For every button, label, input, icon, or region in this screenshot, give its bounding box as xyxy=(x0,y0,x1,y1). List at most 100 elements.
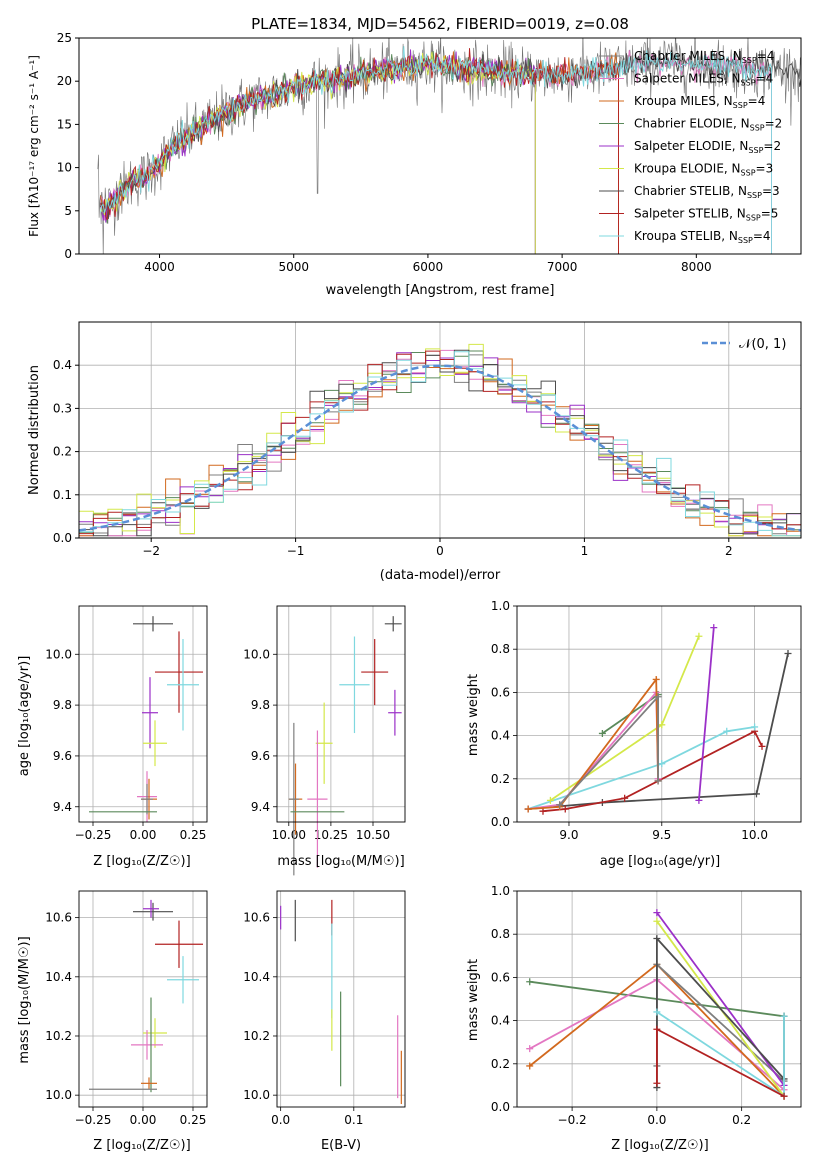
mw-marker xyxy=(653,935,661,943)
massweight_vs_Z-frame xyxy=(516,890,802,1108)
mw-marker xyxy=(653,917,661,925)
y-tick-label: 9.6 xyxy=(53,749,72,763)
mw-marker xyxy=(695,796,703,804)
mw-marker xyxy=(653,1025,661,1033)
y-tick-label: 0.1 xyxy=(53,488,72,502)
mw-line-3 xyxy=(698,627,715,801)
legend-subscript: SSP xyxy=(738,236,753,245)
y-tick-label: 0.0 xyxy=(491,1100,510,1114)
legend-count: =2 xyxy=(765,117,783,131)
y-tick-label: 0.6 xyxy=(491,685,510,699)
histogram-axes: −2 −1 0 1 2 0.0 0.1 0.2 0.3 0.4 xyxy=(53,321,802,558)
y-tick-label: 0.2 xyxy=(53,445,72,459)
x-tick-label: 10.25 xyxy=(314,828,348,842)
y-tick-label: 1.0 xyxy=(491,599,510,613)
x-tick-label: 0.0 xyxy=(271,1113,290,1127)
legend-text: Chabrier MILES, N xyxy=(634,49,742,63)
spectrum-series-group xyxy=(97,38,801,254)
x-tick-label: 0.25 xyxy=(180,828,207,842)
mass-z-xlabel: Z [log₁₀(Z/Z☉)] xyxy=(93,1138,190,1153)
age_vs_Z-axes: −0.25 0.00 0.25 9.4 9.6 9.8 10.0 xyxy=(45,606,207,842)
y-tick-label: 0.4 xyxy=(53,358,72,372)
legend-subscript: SSP xyxy=(733,101,748,110)
x-tick-label: 5000 xyxy=(278,260,309,274)
y-tick-label: 9.4 xyxy=(53,800,72,814)
figure-title: PLATE=1834, MJD=54562, FIBERID=0019, z=0… xyxy=(251,15,629,33)
histogram-frame xyxy=(78,321,802,539)
mass_vs_EBV-frame xyxy=(276,890,406,1108)
x-tick-label: 6000 xyxy=(413,260,444,274)
mass_vs_EBV-axes: 0.0 0.1 10.0 10.2 10.4 10.6 xyxy=(243,891,405,1127)
legend-entry-4: Salpeter ELODIE, NSSP=2 xyxy=(634,139,781,155)
spectrum-axes: 4000 5000 6000 7000 8000 0 5 10 15 20 25 xyxy=(57,31,802,274)
mw-marker xyxy=(524,805,532,813)
spectrum-xlabel: wavelength [Angstrom, rest frame] xyxy=(326,283,555,298)
legend-subscript: SSP xyxy=(747,191,762,200)
legend-entry-8: Kroupa STELIB, NSSP=4 xyxy=(634,229,771,245)
y-tick-label: 0.4 xyxy=(491,1014,510,1028)
legend-entry-7: Salpeter STELIB, NSSP=5 xyxy=(634,207,778,223)
x-tick-label: 10.00 xyxy=(272,828,306,842)
y-tick-label: 0 xyxy=(64,247,72,261)
y-tick-label: 15 xyxy=(57,117,72,131)
age-ylabel: age [log₁₀(age/yr)] xyxy=(17,656,32,777)
model-line-8 xyxy=(100,46,772,254)
x-tick-label: 0.0 xyxy=(647,1113,666,1127)
y-tick-label: 0.4 xyxy=(491,729,510,743)
legend-count: =2 xyxy=(763,139,781,153)
mass-vs-metallicity-panel: −0.25 0.00 0.25 10.0 10.2 10.4 10.6 xyxy=(45,890,208,1127)
legend-entry-0: Chabrier MILES, NSSP=4 xyxy=(634,49,774,65)
legend-subscript: SSP xyxy=(748,146,763,155)
y-tick-label: 0.0 xyxy=(491,815,510,829)
mw-line-7 xyxy=(528,676,659,810)
mw-marker xyxy=(654,693,662,701)
mass-vs-ebv-panel: 0.0 0.1 10.0 10.2 10.4 10.6 xyxy=(243,890,406,1127)
massweight_vs_Z-axes: −0.2 0.0 0.2 0.0 0.2 0.4 0.6 0.8 1.0 xyxy=(491,884,801,1127)
mw-marker xyxy=(526,1062,534,1070)
mw-marker xyxy=(658,721,666,729)
legend-text: Salpeter STELIB, N xyxy=(634,207,746,221)
x-tick-label: −2 xyxy=(142,544,160,558)
y-tick-label: 0.0 xyxy=(53,531,72,545)
age_vs_Z-frame xyxy=(78,605,208,823)
x-tick-label: 0.2 xyxy=(732,1113,751,1127)
legend-text: Kroupa MILES, N xyxy=(634,94,733,108)
x-tick-label: 0.25 xyxy=(180,1113,207,1127)
mass-ylabel: mass [log₁₀(M/M☉)] xyxy=(17,936,32,1063)
legend-text: Kroupa ELODIE, N xyxy=(634,162,741,176)
mw-marker xyxy=(598,729,606,737)
histogram-steps xyxy=(78,322,802,539)
y-tick-label: 0.2 xyxy=(491,772,510,786)
y-tick-label: 10.2 xyxy=(243,1029,270,1043)
mw-line-2 xyxy=(527,726,755,810)
legend-text: Salpeter MILES, N xyxy=(634,72,741,86)
spectrum-frame xyxy=(78,37,802,255)
mw-line-7 xyxy=(656,1011,785,1098)
mw-marker xyxy=(653,1008,661,1016)
mw-marker xyxy=(780,1012,788,1020)
legend-text: Chabrier ELODIE, N xyxy=(634,117,750,131)
legend-text: Chabrier STELIB, N xyxy=(634,184,747,198)
y-tick-label: 10.6 xyxy=(45,911,72,925)
y-tick-label: 20 xyxy=(57,74,72,88)
legend-subscript: SSP xyxy=(746,214,761,223)
legend-entry-5: Kroupa ELODIE, NSSP=3 xyxy=(634,162,773,178)
legend-subscript: SSP xyxy=(741,79,756,88)
x-tick-label: 2 xyxy=(725,544,733,558)
legend-entry-6: Chabrier STELIB, NSSP=3 xyxy=(634,184,780,200)
age_vs_mass-axes: 10.00 10.25 10.50 9.4 9.6 9.8 10.0 xyxy=(243,606,405,842)
mass_vs_Z-axes: −0.25 0.00 0.25 10.0 10.2 10.4 10.6 xyxy=(45,891,207,1127)
mw-marker xyxy=(758,742,766,750)
mw-marker xyxy=(556,801,564,809)
y-tick-label: 5 xyxy=(64,204,72,218)
legend-count: =5 xyxy=(761,207,779,221)
legend-text: Kroupa STELIB, N xyxy=(634,229,738,243)
spectrum-lines xyxy=(97,38,801,254)
mw-marker xyxy=(710,624,718,632)
model-line-7 xyxy=(100,48,619,254)
y-tick-label: 10.6 xyxy=(243,911,270,925)
mw-marker xyxy=(621,794,629,802)
